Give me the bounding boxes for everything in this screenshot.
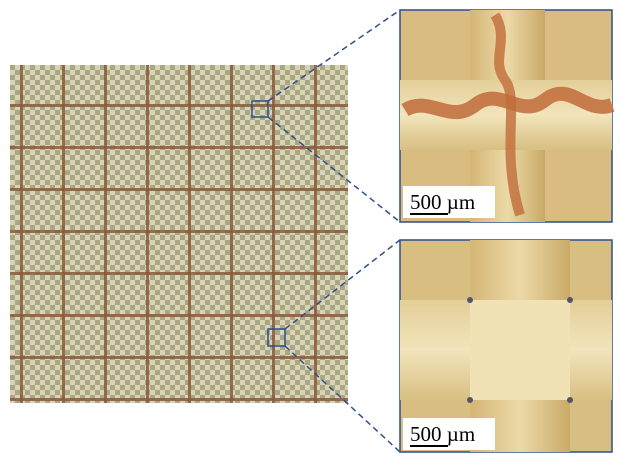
figure: 500 µm 500 µm <box>0 0 620 453</box>
page: {"panels": [{"scale_label": "500 µm"}, {… <box>0 0 620 453</box>
scale-label: 500 µm <box>410 422 475 446</box>
scale-label: 500 µm <box>410 190 475 214</box>
inset-copper: 500 µm <box>400 10 612 222</box>
inset-plain: 500 µm <box>400 240 612 452</box>
fabric-overview <box>10 65 348 403</box>
